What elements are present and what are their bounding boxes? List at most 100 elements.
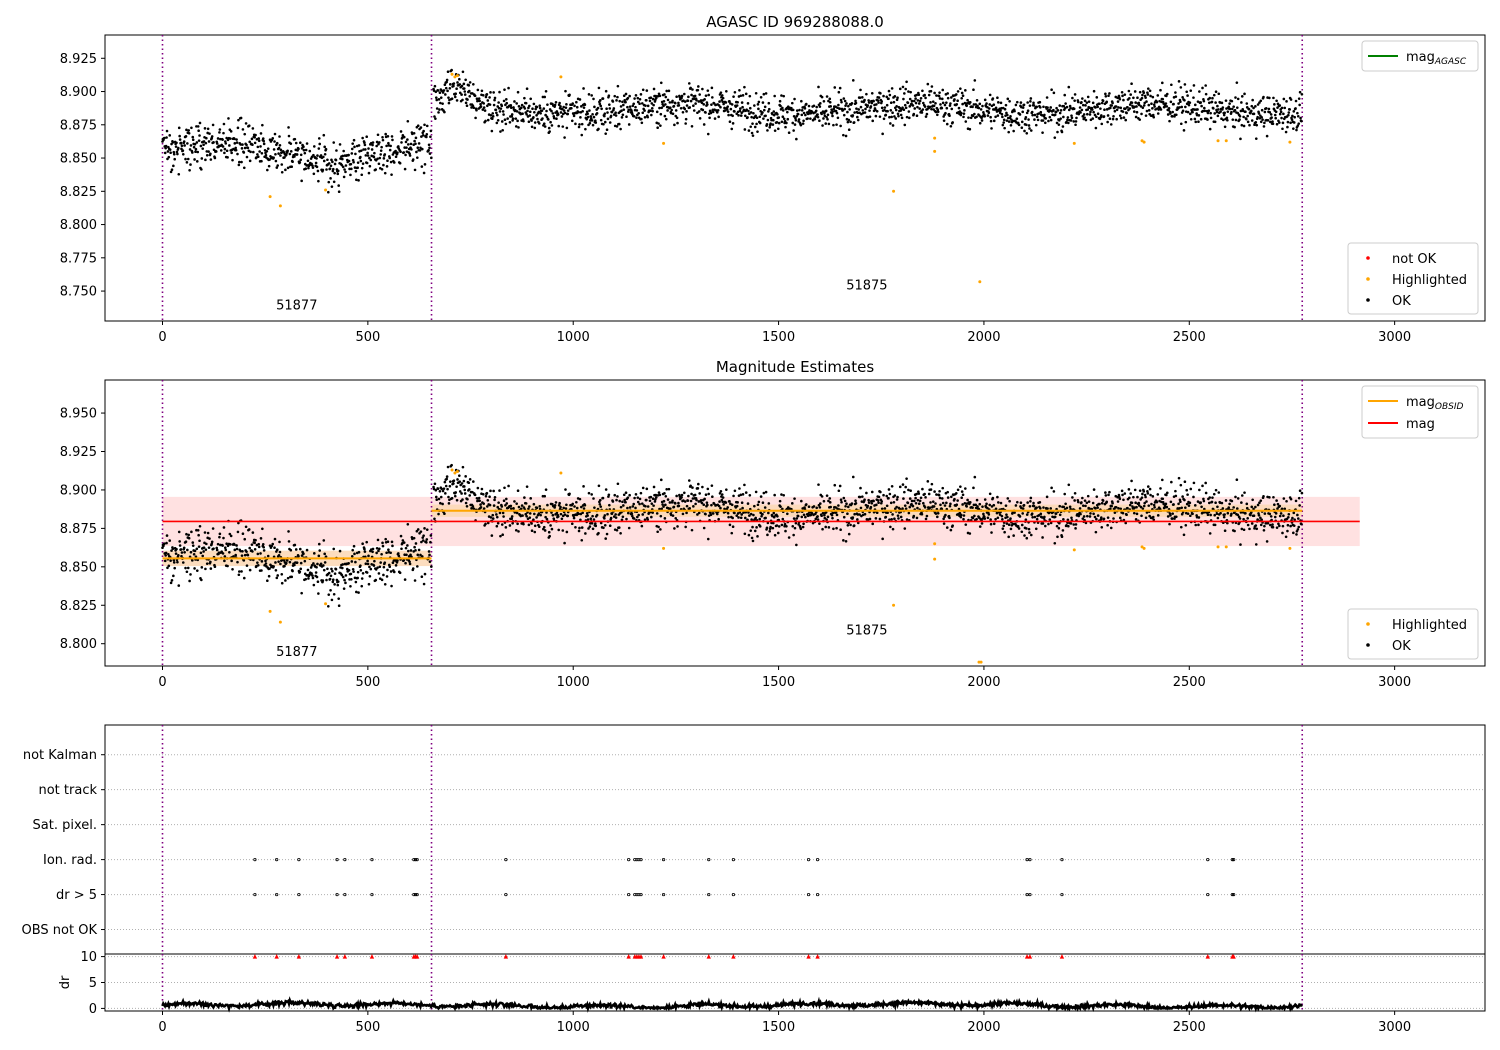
middle-ok-point — [1165, 491, 1169, 495]
middle-ok-point — [740, 513, 743, 516]
top-ok-point — [1064, 102, 1067, 105]
middle-ok-point — [1182, 533, 1186, 537]
middle-ok-point — [413, 579, 417, 582]
middle-ok-point — [543, 494, 547, 498]
middle-ok-point — [1202, 499, 1206, 503]
middle-ok-point — [1028, 531, 1031, 534]
middle-ok-point — [237, 573, 241, 577]
middle-ok-point — [610, 512, 614, 515]
middle-ok-point — [753, 529, 757, 533]
middle-ok-point — [717, 504, 721, 508]
top-ok-point — [550, 124, 554, 127]
middle-ok-point — [662, 499, 666, 503]
middle-ok-point — [216, 542, 220, 546]
top-ok-point — [945, 106, 949, 110]
top-ok-point — [366, 154, 370, 157]
top-ok-point — [1244, 110, 1247, 114]
top-ok-point — [959, 113, 963, 117]
top-ok-point — [317, 137, 321, 140]
top-ok-point — [370, 148, 374, 151]
middle-ok-point — [834, 506, 837, 509]
top-ok-point — [908, 105, 912, 108]
middle-ok-point — [315, 565, 318, 569]
top-ok-point — [746, 116, 749, 119]
top-ok-point — [815, 105, 818, 109]
middle-ok-point — [828, 497, 832, 500]
top-ok-point — [717, 104, 721, 107]
top-ok-point — [1156, 94, 1160, 97]
top-ok-point — [1036, 118, 1040, 122]
top-ok-point — [1119, 106, 1123, 110]
top-ok-point — [1268, 96, 1271, 100]
middle-ok-point — [287, 530, 290, 533]
top-ok-point — [1223, 125, 1227, 129]
top-ok-point — [1033, 113, 1037, 117]
top-ok-point — [379, 149, 383, 152]
middle-ok-point — [1201, 484, 1204, 488]
middle-ok-point — [513, 500, 516, 503]
top-ok-point — [559, 111, 563, 114]
top-ok-point — [327, 162, 331, 165]
middle-ok-point — [584, 532, 587, 535]
middle-ok-point — [1020, 530, 1024, 534]
middle-ok-point — [396, 559, 399, 562]
middle-ok-point — [666, 498, 670, 501]
middle-ok-point — [1067, 483, 1071, 487]
top-ok-point — [626, 105, 629, 109]
middle-ok-point — [1088, 507, 1091, 510]
top-ok-point — [858, 111, 861, 115]
middle-ok-point — [594, 524, 598, 528]
top-ok-point — [450, 97, 454, 101]
top-ok-point — [987, 107, 991, 110]
top-ok-point — [702, 103, 706, 106]
middle-ok-point — [425, 538, 429, 541]
middle-ok-point — [593, 506, 596, 509]
top-ok-point — [416, 146, 420, 149]
middle-ok-point — [720, 493, 724, 496]
middle-ok-point — [575, 500, 578, 504]
middle-ok-point — [322, 568, 326, 572]
top-ok-point — [549, 120, 552, 124]
top-ok-point — [822, 99, 826, 103]
middle-ok-point — [533, 524, 537, 528]
middle-ok-point — [373, 559, 376, 563]
top-ok-point — [1240, 101, 1243, 104]
top-ok-point — [1032, 104, 1036, 107]
middle-ok-point — [1039, 512, 1043, 516]
middle-ok-point — [1239, 511, 1243, 514]
middle-ok-point — [437, 512, 440, 516]
middle-ok-point — [331, 569, 334, 573]
top-ok-point — [679, 106, 683, 110]
top-ok-point — [1247, 107, 1251, 111]
top-ok-point — [689, 99, 693, 103]
top-ok-point — [365, 161, 369, 165]
middle-ok-point — [641, 513, 645, 516]
middle-ok-point — [495, 524, 499, 528]
middle-ok-point — [1142, 504, 1146, 508]
middle-ok-point — [1095, 517, 1098, 521]
middle-ok-point — [408, 562, 412, 566]
top-ok-point — [1120, 91, 1124, 94]
middle-ok-point — [583, 503, 587, 507]
middle-ok-point — [906, 501, 910, 505]
middle-ok-point — [907, 488, 910, 492]
middle-ok-point — [366, 559, 369, 563]
middle-ok-point — [761, 501, 765, 504]
middle-ok-point — [626, 511, 630, 515]
middle-ok-point — [295, 561, 299, 564]
top-ok-point — [703, 98, 706, 101]
middle-ok-point — [702, 503, 706, 507]
top-ok-point — [1106, 120, 1109, 124]
middle-ok-point — [640, 502, 644, 505]
middle-ok-point — [709, 513, 713, 517]
middle-ok-point — [1200, 505, 1203, 509]
top-ok-point — [859, 88, 862, 92]
middle-ok-point — [232, 555, 235, 558]
middle-ok-point — [202, 546, 206, 549]
middle-ok-point — [863, 498, 866, 502]
top-ok-point — [1067, 121, 1070, 125]
top-ok-point — [771, 123, 775, 126]
middle-ok-point — [389, 570, 393, 573]
top-ok-point — [516, 90, 520, 94]
top-ok-point — [433, 115, 436, 118]
